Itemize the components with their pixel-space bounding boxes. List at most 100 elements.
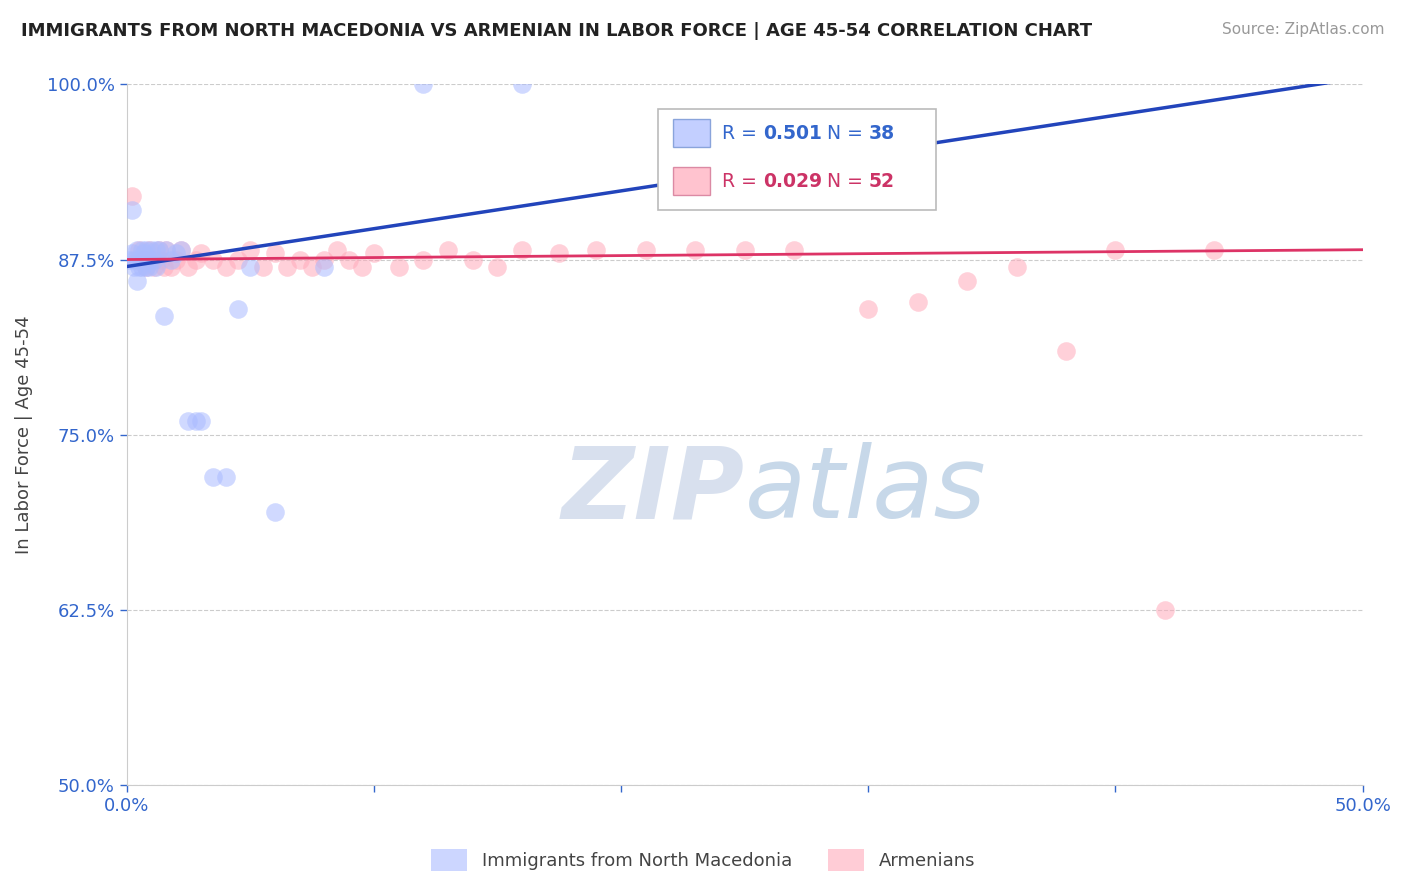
Point — [138, 243, 160, 257]
Point — [125, 252, 148, 267]
Point — [141, 243, 163, 257]
Point — [783, 243, 806, 257]
Point — [128, 243, 150, 257]
Point — [412, 78, 434, 92]
Point — [264, 245, 287, 260]
Text: IMMIGRANTS FROM NORTH MACEDONIA VS ARMENIAN IN LABOR FORCE | AGE 45-54 CORRELATI: IMMIGRANTS FROM NORTH MACEDONIA VS ARMEN… — [21, 22, 1092, 40]
Point — [1104, 243, 1126, 257]
Text: N =: N = — [815, 124, 869, 143]
Point — [301, 260, 323, 274]
Text: R =: R = — [723, 124, 763, 143]
Point — [184, 252, 207, 267]
Point — [337, 252, 360, 267]
Text: atlas: atlas — [745, 442, 986, 539]
Point — [121, 245, 143, 260]
Point — [160, 252, 183, 267]
Point — [125, 273, 148, 287]
Point — [907, 294, 929, 309]
Point — [184, 414, 207, 428]
Text: ZIP: ZIP — [561, 442, 745, 539]
Point — [128, 260, 150, 274]
Point — [118, 252, 141, 267]
Point — [461, 252, 484, 267]
Point — [141, 252, 163, 267]
Point — [276, 260, 298, 274]
Point — [264, 505, 287, 519]
Point — [1005, 260, 1028, 274]
Point — [142, 260, 165, 274]
Point — [510, 78, 533, 92]
Point — [155, 243, 177, 257]
Point — [142, 252, 165, 267]
Point — [634, 243, 657, 257]
Point — [138, 260, 160, 274]
Point — [148, 243, 170, 257]
Point — [226, 301, 249, 316]
Point — [155, 243, 177, 257]
Point — [190, 245, 212, 260]
Point — [170, 243, 193, 257]
Point — [226, 252, 249, 267]
Point — [121, 189, 143, 203]
Point — [170, 243, 193, 257]
Point — [121, 203, 143, 218]
Point — [122, 260, 145, 274]
Point — [202, 252, 225, 267]
Point — [177, 260, 200, 274]
Point — [350, 260, 373, 274]
Point — [214, 260, 236, 274]
Point — [314, 260, 336, 274]
Point — [132, 252, 155, 267]
Point — [135, 260, 157, 274]
Point — [148, 243, 170, 257]
FancyBboxPatch shape — [658, 109, 936, 211]
Point — [858, 301, 880, 316]
Point — [239, 260, 262, 274]
Y-axis label: In Labor Force | Age 45-54: In Labor Force | Age 45-54 — [15, 315, 32, 554]
Point — [128, 252, 150, 267]
Point — [165, 252, 187, 267]
Point — [138, 252, 160, 267]
Point — [132, 252, 155, 267]
Point — [131, 243, 153, 257]
Text: 38: 38 — [869, 124, 894, 143]
Text: 0.501: 0.501 — [763, 124, 823, 143]
Point — [1054, 343, 1077, 358]
Point — [145, 260, 167, 274]
Point — [190, 414, 212, 428]
Point — [1204, 243, 1226, 257]
Point — [125, 243, 148, 257]
Point — [239, 243, 262, 257]
Point — [135, 243, 157, 257]
Point — [177, 414, 200, 428]
Text: 0.029: 0.029 — [763, 171, 823, 191]
Point — [683, 243, 706, 257]
Point — [387, 260, 409, 274]
Point — [165, 245, 187, 260]
Point — [150, 252, 173, 267]
Point — [288, 252, 311, 267]
Point — [363, 245, 385, 260]
Point — [314, 252, 336, 267]
Point — [510, 243, 533, 257]
Text: R =: R = — [723, 171, 763, 191]
Point — [486, 260, 509, 274]
Point — [202, 469, 225, 483]
Point — [548, 245, 571, 260]
Point — [132, 245, 155, 260]
Point — [585, 243, 607, 257]
Point — [145, 243, 167, 257]
Point — [734, 243, 756, 257]
Point — [1153, 602, 1175, 616]
Point — [131, 260, 153, 274]
Point — [437, 243, 460, 257]
Point — [135, 260, 157, 274]
Point — [160, 260, 183, 274]
Point — [152, 309, 174, 323]
Text: 52: 52 — [869, 171, 894, 191]
Point — [122, 252, 145, 267]
Point — [956, 273, 979, 287]
Legend: Immigrants from North Macedonia, Armenians: Immigrants from North Macedonia, Armenia… — [423, 842, 983, 879]
FancyBboxPatch shape — [673, 167, 710, 195]
Point — [152, 260, 174, 274]
